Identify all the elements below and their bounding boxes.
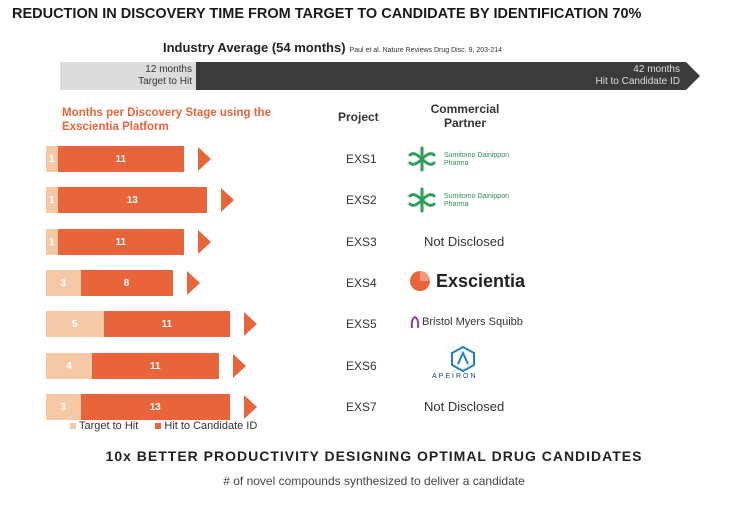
bar-arrow-icon xyxy=(198,230,211,254)
project-label: EXS4 xyxy=(346,276,377,290)
chart-legend: Target to Hit Hit to Candidate ID xyxy=(70,420,257,432)
bar-target-to-hit: 5 xyxy=(46,311,104,337)
bar-arrow-icon xyxy=(244,312,257,336)
bar-hit-to-candidate: 8 xyxy=(80,270,173,296)
project-label: EXS5 xyxy=(346,317,377,331)
months-per-stage-header: Months per Discovery Stage using the Exs… xyxy=(62,107,271,133)
sumitomo-swirl-icon xyxy=(408,146,436,172)
industry-right-line2: Hit to Candidate ID xyxy=(595,76,681,87)
tagline: 10x BETTER PRODUCTIVITY DESIGNING OPTIMA… xyxy=(105,448,643,464)
bar-arrow-icon xyxy=(232,354,246,378)
bar-target-to-hit: 1 xyxy=(46,146,58,172)
partner-not-disclosed: Not Disclosed xyxy=(424,234,505,249)
industry-average-label: Industry Average (54 months) Paul et al. … xyxy=(163,40,502,55)
partner-logo-sumitomo xyxy=(404,186,440,219)
industry-left-line2: Target to Hit xyxy=(138,76,192,87)
project-label: EXS6 xyxy=(346,359,377,373)
bar-target-to-hit: 3 xyxy=(46,394,81,420)
partner-header-line2: Partner xyxy=(443,116,487,130)
industry-hit-to-candidate-text: 42 months Hit to Candidate ID xyxy=(500,64,681,88)
apeiron-hexagon-icon xyxy=(451,345,475,373)
exscientia-circle-icon xyxy=(410,271,430,291)
partner-header-line1: Commercial xyxy=(430,102,500,116)
project-label: EXS3 xyxy=(346,235,377,249)
industry-arrow-icon xyxy=(686,62,700,90)
bar-hit-to-candidate: 11 xyxy=(103,311,230,337)
apeiron-logo-text: APEIRON xyxy=(432,373,478,380)
bar-target-to-hit: 3 xyxy=(46,270,81,296)
industry-average-text: Industry Average (54 months) xyxy=(163,40,346,55)
sumitomo-swirl-icon xyxy=(408,187,436,213)
bar-target-to-hit: 1 xyxy=(46,229,58,255)
bar-hit-to-candidate: 11 xyxy=(92,353,219,379)
project-label: EXS7 xyxy=(346,400,377,414)
subline: # of novel compounds synthesized to deli… xyxy=(223,474,525,488)
industry-right-line1: 42 months xyxy=(633,64,680,75)
project-label: EXS2 xyxy=(346,193,377,207)
sumitomo-logo-text-line2: Pharma xyxy=(444,201,469,208)
sumitomo-logo-text-line2: Pharma xyxy=(444,160,469,167)
industry-hit-to-candidate-band xyxy=(196,62,686,90)
legend-hit-label: Hit to Candidate ID xyxy=(164,420,258,432)
sumitomo-logo-text-line1: Sumitomo Dainippon xyxy=(444,152,509,159)
bar-arrow-icon xyxy=(244,395,257,419)
bar-arrow-icon xyxy=(198,147,211,171)
bms-logo-text: Bristol Myers Squibb xyxy=(422,316,523,328)
page-title: REDUCTION IN DISCOVERY TIME FROM TARGET … xyxy=(12,6,642,22)
citation: Paul et al. Nature Reviews Drug Disc. 9,… xyxy=(349,47,503,54)
partner-logo-bms xyxy=(410,315,420,334)
bar-arrow-icon xyxy=(221,188,234,212)
bar-hit-to-candidate: 13 xyxy=(57,187,207,213)
partner-logo-sumitomo xyxy=(404,145,440,178)
bar-hit-to-candidate: 13 xyxy=(80,394,230,420)
legend-target-swatch xyxy=(70,423,76,430)
project-column-header: Project xyxy=(338,110,379,124)
partner-logo-apeiron xyxy=(451,345,475,377)
partner-logo-exscientia xyxy=(408,269,432,298)
legend-hit-swatch xyxy=(155,423,162,430)
partner-column-header: Commercial Partner xyxy=(420,102,510,130)
bar-hit-to-candidate: 11 xyxy=(57,229,184,255)
industry-target-to-hit-text: 12 months Target to Hit xyxy=(60,64,192,88)
bar-target-to-hit: 1 xyxy=(46,187,58,213)
bar-arrow-icon xyxy=(186,271,200,295)
bar-target-to-hit: 4 xyxy=(46,353,92,379)
project-label: EXS1 xyxy=(346,152,377,166)
industry-left-line1: 12 months xyxy=(145,64,192,75)
exscientia-logo-text: Exscientia xyxy=(436,271,526,291)
bms-mark-icon xyxy=(410,315,420,329)
sumitomo-logo-text-line1: Sumitomo Dainippon xyxy=(444,193,509,200)
industry-target-to-hit-band xyxy=(60,62,196,90)
partner-not-disclosed: Not Disclosed xyxy=(424,399,505,414)
bar-hit-to-candidate: 11 xyxy=(57,146,184,172)
legend-target-label: Target to Hit xyxy=(79,420,139,432)
